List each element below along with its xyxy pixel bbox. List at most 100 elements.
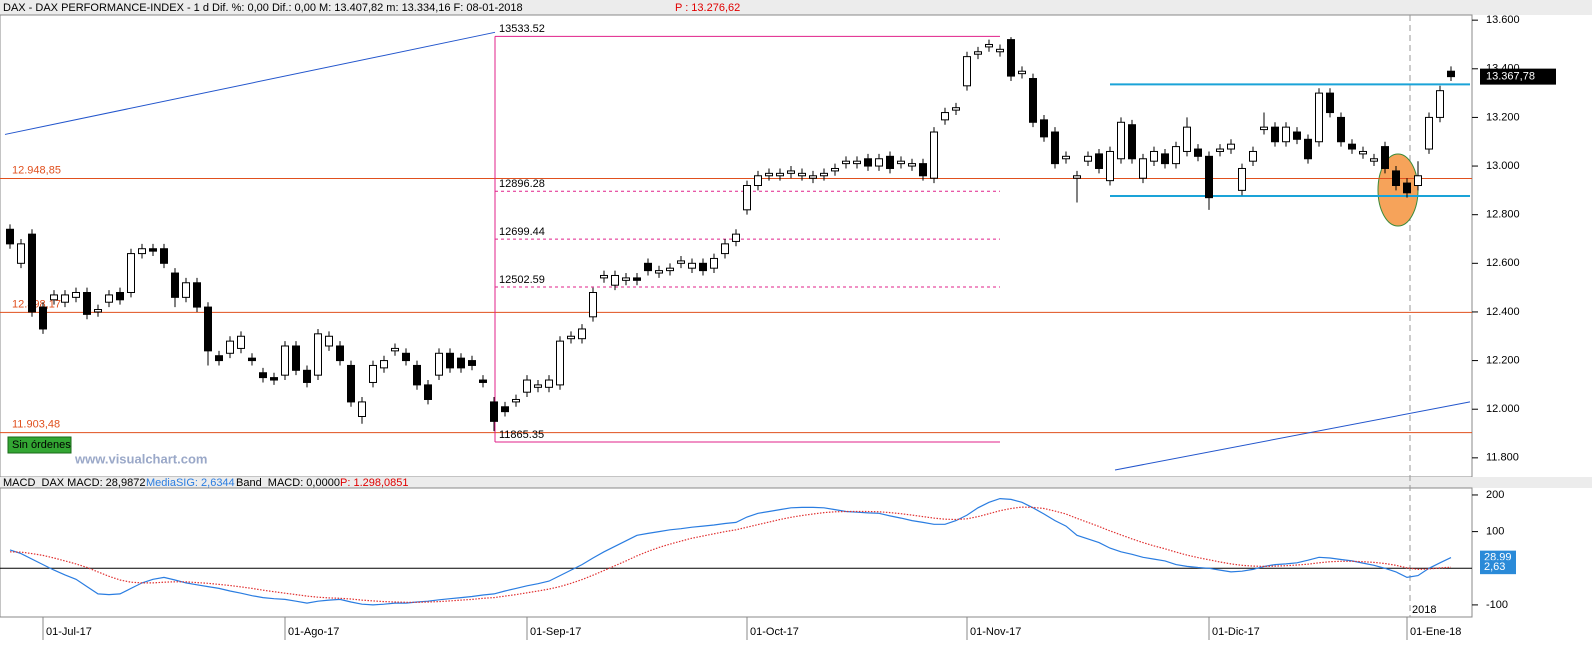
macd-header: MACD_DAX MACD: 28,9872 — [3, 477, 145, 489]
x-tick-label: 01-Dic-17 — [1212, 626, 1260, 638]
candle-body — [688, 262, 696, 269]
candle-body — [413, 364, 421, 386]
level-label: 12.398,17 — [12, 298, 61, 310]
candle-body — [237, 335, 245, 349]
candle-body — [17, 243, 25, 264]
candle-body — [853, 160, 861, 165]
candle-body — [424, 384, 432, 400]
candle-body — [743, 185, 751, 211]
macd-panel — [0, 487, 1473, 618]
candle-body — [39, 306, 47, 330]
candle-body — [182, 282, 190, 298]
candle-body — [1315, 92, 1323, 143]
candle-body — [952, 107, 960, 111]
last-price-label: 13.367,78 — [1486, 71, 1535, 83]
fib-label: 12699.44 — [499, 226, 545, 238]
candle-body — [1128, 124, 1136, 160]
signal-header: MediaSIG: 2,6344 — [146, 477, 235, 489]
candle-body — [292, 345, 300, 371]
candle-body — [105, 294, 113, 303]
candle-body — [1348, 143, 1356, 150]
candle-body — [380, 360, 388, 369]
candle-body — [545, 379, 553, 388]
candle-body — [941, 112, 949, 121]
candle-body — [974, 51, 982, 55]
candle-body — [149, 248, 157, 252]
candle-body — [611, 274, 619, 286]
candle-body — [204, 306, 212, 352]
candle-body — [160, 248, 168, 264]
y-tick-label: -100 — [1486, 599, 1508, 611]
fib-label: 11865.35 — [499, 429, 544, 441]
candle-body — [1359, 150, 1367, 155]
candle-body — [1062, 155, 1070, 160]
candle-body — [479, 379, 487, 383]
badge-text: Sin órdenes — [12, 439, 71, 451]
candle-body — [897, 160, 905, 165]
candle-body — [1194, 148, 1202, 157]
candle-body — [1370, 158, 1378, 162]
candle-body — [633, 277, 641, 281]
candle-body — [1392, 170, 1400, 187]
candle-body — [501, 406, 509, 413]
candle-body — [1205, 155, 1213, 199]
fib-label: 13533.52 — [499, 23, 545, 35]
candle-body — [930, 131, 938, 179]
macd-header-bar — [0, 477, 1592, 488]
candle-body — [655, 270, 663, 274]
trendline — [4, 31, 496, 135]
candle-body — [193, 282, 201, 308]
candle-body — [281, 345, 289, 376]
candle-body — [1304, 138, 1312, 160]
candle-body — [171, 272, 179, 298]
candle-body — [1414, 175, 1422, 187]
candle-body — [358, 401, 366, 418]
candle-body — [1150, 150, 1158, 162]
candle-body — [1447, 70, 1455, 78]
y-tick-label: 12.800 — [1486, 209, 1520, 221]
level-label: 12.948,85 — [12, 164, 61, 176]
candle-body — [457, 357, 465, 369]
candle-body — [710, 257, 718, 269]
candle-body — [50, 294, 58, 301]
header-bar — [0, 0, 1592, 15]
candle-body — [1216, 148, 1224, 152]
y-tick-label: 13.000 — [1486, 160, 1520, 172]
candle-body — [468, 360, 476, 366]
y-tick-label: 12.200 — [1486, 354, 1520, 366]
candle-body — [622, 277, 630, 281]
candle-body — [523, 379, 531, 393]
candle-body — [875, 158, 883, 167]
candle-body — [556, 340, 564, 386]
y-tick-label: 12.400 — [1486, 306, 1520, 318]
x-tick-label: 01-Ago-17 — [288, 626, 339, 638]
x-tick-label: 01-Sep-17 — [530, 626, 581, 638]
candle-body — [1040, 119, 1048, 138]
fib-label: 12502.59 — [499, 274, 545, 286]
candle-body — [1007, 39, 1015, 77]
last-price-box — [1480, 68, 1556, 85]
candle-body — [1084, 155, 1092, 162]
candle-body — [1381, 146, 1389, 169]
badge — [7, 436, 72, 454]
candle-body — [391, 347, 399, 352]
candle-body — [1183, 126, 1191, 152]
macd-price: P: 1.298,0851 — [340, 477, 409, 489]
candle-body — [820, 172, 828, 177]
y-tick-label: 13.200 — [1486, 111, 1520, 123]
last-value-box — [1480, 560, 1516, 575]
candle-body — [864, 158, 872, 167]
candle-body — [809, 175, 817, 179]
candle-body — [567, 335, 575, 340]
candle-body — [1337, 116, 1345, 143]
header-price: P : 13.276,62 — [675, 2, 740, 14]
candle-body — [589, 291, 597, 318]
candle-body — [1271, 126, 1279, 143]
candle-body — [1293, 131, 1301, 140]
candle-body — [831, 167, 839, 172]
candle-body — [534, 384, 542, 388]
candle-body — [248, 357, 256, 362]
